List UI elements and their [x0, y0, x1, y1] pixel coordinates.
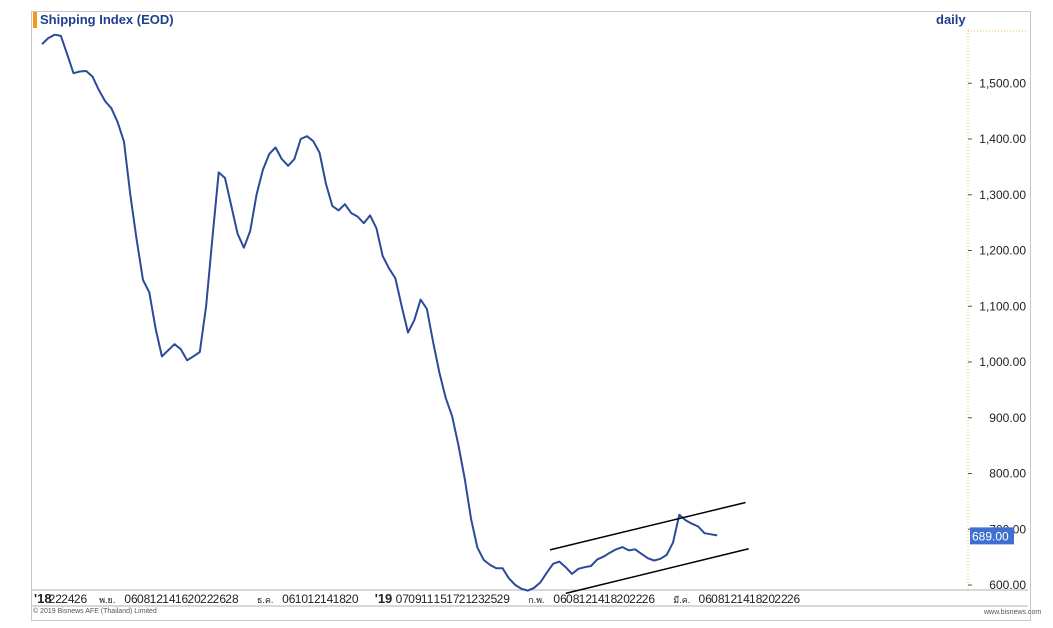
x-tick-label: 26: [74, 592, 88, 606]
series-line: [41, 33, 718, 592]
x-tick-label: 12: [150, 592, 164, 606]
x-tick-label: 28: [225, 592, 239, 606]
series-layer: [41, 33, 718, 592]
x-tick-label: 08: [137, 592, 151, 606]
x-tick-label: '19: [375, 591, 393, 606]
x-tick-label: 17: [446, 592, 460, 606]
site-text: www.bisnews.com: [984, 609, 1042, 616]
x-tick-label: ก.พ.: [528, 595, 544, 605]
x-tick-label: 07: [396, 592, 410, 606]
y-tick-label: 600.00: [989, 578, 1026, 592]
y-tick-label: 1,100.00: [979, 299, 1026, 313]
x-tick-label: 06: [282, 592, 296, 606]
x-tick-label: 12: [724, 592, 738, 606]
y-tick-label: 1,000.00: [979, 355, 1026, 369]
x-tick-label: ธ.ค.: [257, 595, 274, 605]
x-tick-label: 22: [200, 592, 214, 606]
x-tick-label: 14: [591, 592, 605, 606]
x-tick-label: 14: [736, 592, 750, 606]
x-tick-label: 20: [617, 592, 631, 606]
x-tick-label: 14: [320, 592, 334, 606]
trendline: [565, 548, 749, 595]
x-tick-label: 08: [711, 592, 725, 606]
y-tick-label: 800.00: [989, 467, 1026, 481]
interval-label: daily: [936, 12, 966, 27]
axis-layer: [31, 30, 1028, 607]
y-tick-label: 900.00: [989, 411, 1026, 425]
x-tick-label: 24: [61, 592, 75, 606]
x-tick-label: '18: [34, 591, 52, 606]
x-tick-label: 21: [459, 592, 473, 606]
y-tick-label: 1,200.00: [979, 244, 1026, 258]
x-tick-label: 25: [484, 592, 498, 606]
x-tick-label: 22: [774, 592, 788, 606]
x-tick-label: 29: [497, 592, 511, 606]
x-tick-label: 11: [421, 592, 434, 606]
x-tick-label: 06: [553, 592, 567, 606]
x-tick-label: 20: [187, 592, 201, 606]
x-tick-label: พ.ย.: [99, 595, 115, 605]
x-tick-label: 08: [566, 592, 580, 606]
trendline: [549, 501, 746, 551]
x-tick-label: มี.ค.: [673, 595, 690, 605]
x-tick-label: 14: [162, 592, 176, 606]
x-tick-label: 12: [307, 592, 321, 606]
x-tick-label: 06: [699, 592, 713, 606]
x-tick-label: 22: [49, 592, 63, 606]
trendline-layer: [549, 501, 749, 595]
x-tick-label: 26: [642, 592, 656, 606]
x-tick-label: 18: [749, 592, 763, 606]
x-tick-label: 15: [434, 592, 448, 606]
last-value-label: 689.00: [972, 529, 1009, 543]
chart-title: Shipping Index (EOD): [40, 12, 174, 27]
x-tick-label: 18: [333, 592, 347, 606]
last-value-badge: [970, 527, 1014, 545]
x-tick-label: 20: [762, 592, 776, 606]
copyright-text: © 2019 Bisnews AFE (Thailand) Limited: [33, 608, 157, 615]
x-tick-label: 20: [345, 592, 359, 606]
title-accent-bar: [33, 12, 37, 28]
x-tick-label: 12: [579, 592, 593, 606]
x-tick-label: 18: [604, 592, 618, 606]
x-tick-label: 16: [175, 592, 189, 606]
label-layer: 600.00700.00800.00900.001,000.001,100.00…: [34, 76, 1026, 606]
x-tick-label: 10: [295, 592, 309, 606]
y-tick-label: 1,400.00: [979, 132, 1026, 146]
x-tick-label: 22: [629, 592, 643, 606]
x-tick-label: 26: [787, 592, 801, 606]
x-tick-label: 23: [471, 592, 485, 606]
y-tick-label: 1,300.00: [979, 188, 1026, 202]
y-tick-label: 1,500.00: [979, 76, 1026, 90]
x-tick-label: 06: [124, 592, 138, 606]
x-tick-label: 26: [213, 592, 227, 606]
chart-frame: [31, 11, 1031, 621]
x-tick-label: 09: [408, 592, 422, 606]
